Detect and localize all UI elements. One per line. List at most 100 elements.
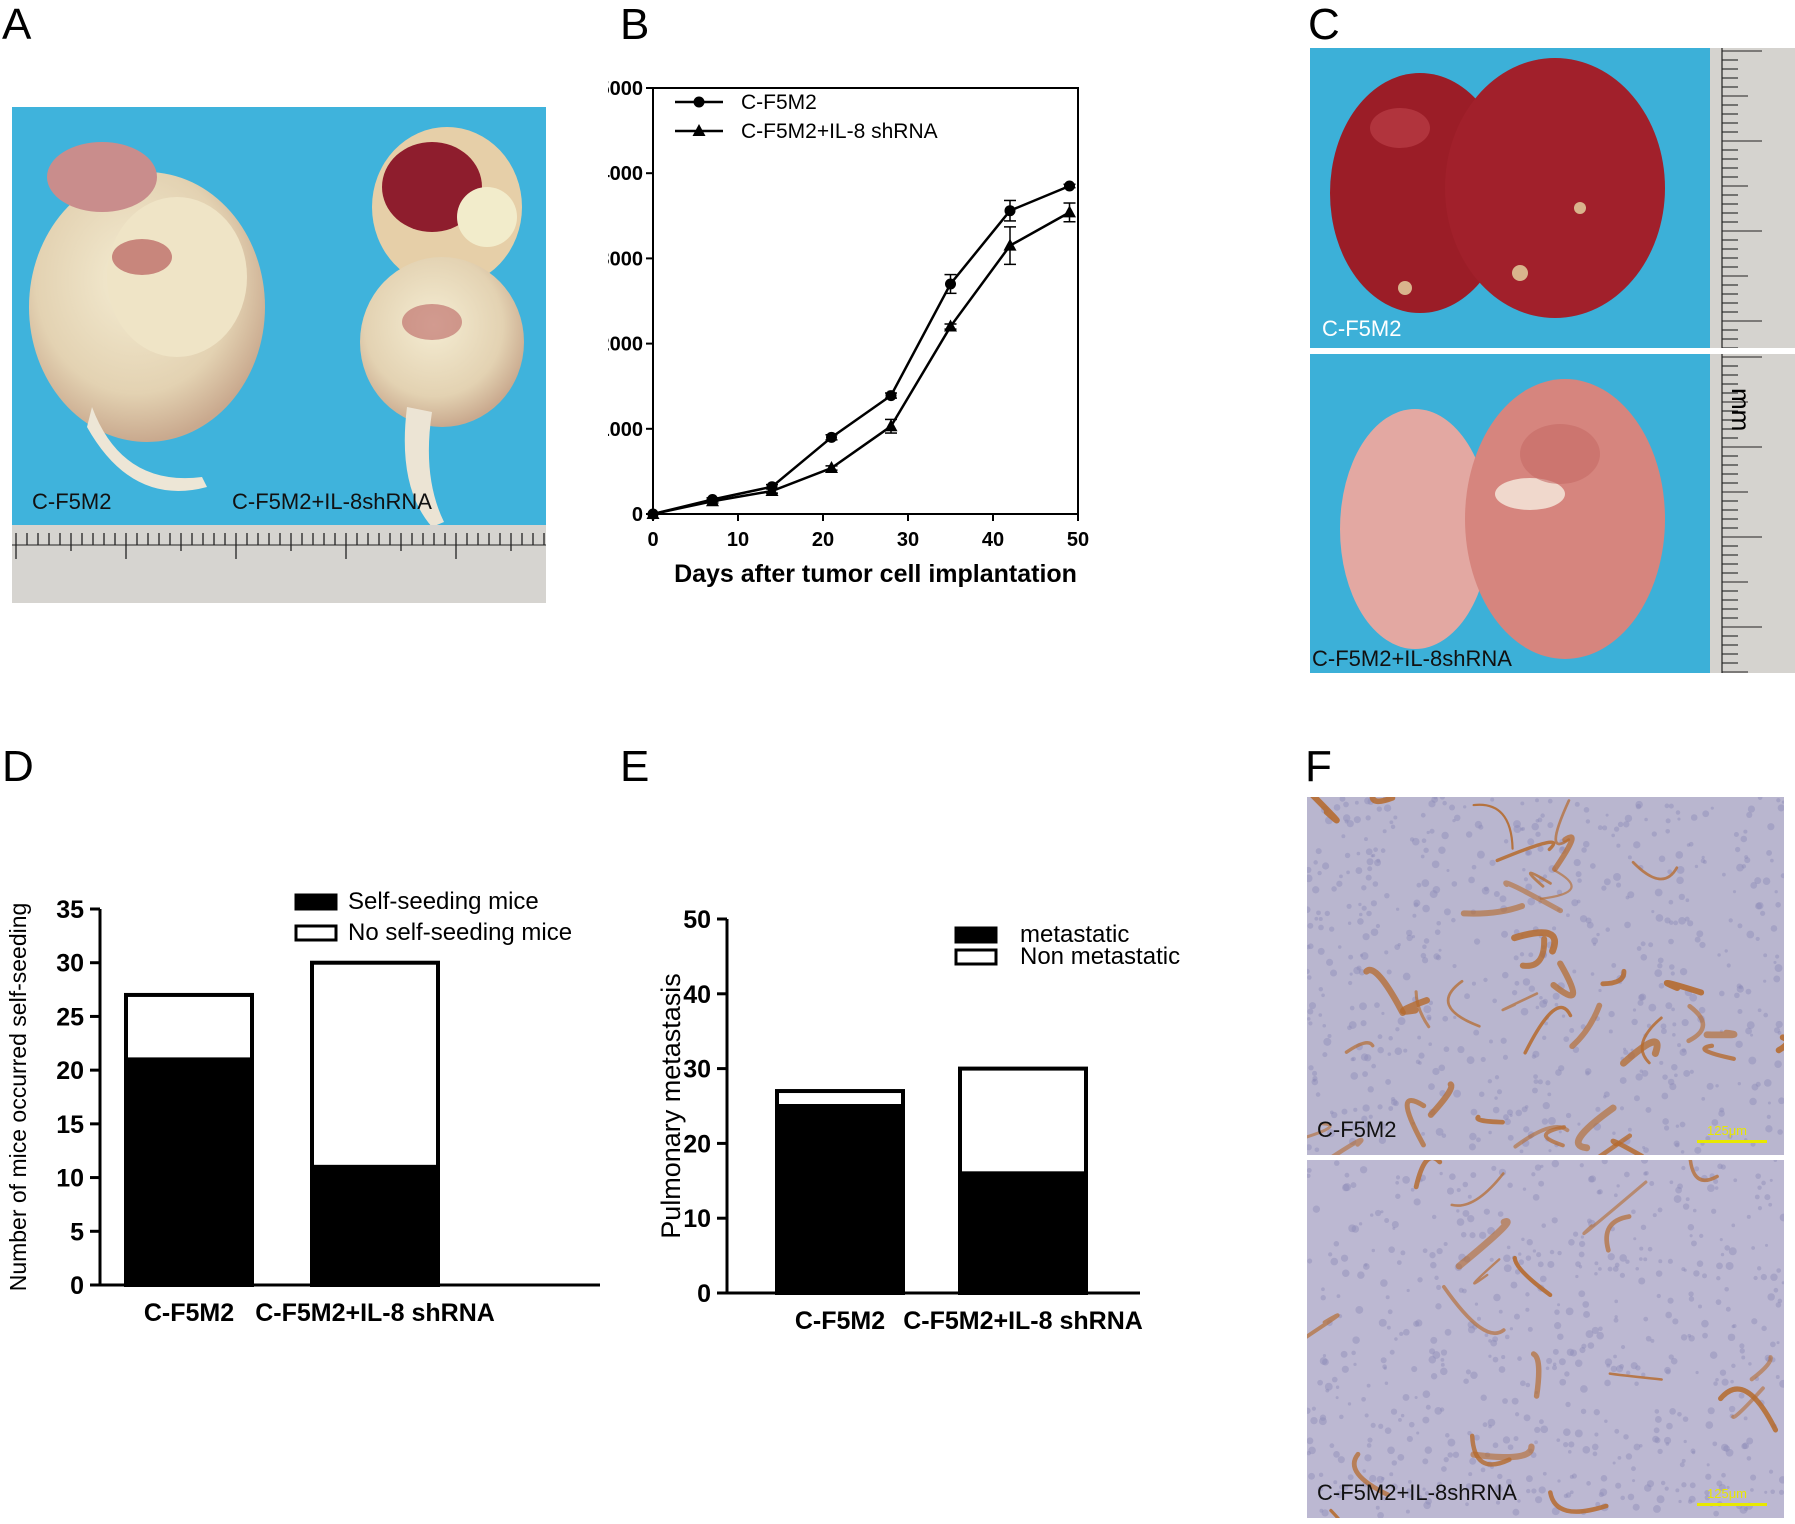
nucleus	[1732, 890, 1737, 894]
nucleus	[1429, 1252, 1436, 1259]
nucleus	[1637, 999, 1644, 1006]
nucleus	[1521, 826, 1526, 831]
nucleus	[1538, 1419, 1544, 1425]
nucleus	[1634, 1381, 1639, 1386]
nucleus	[1526, 849, 1533, 856]
panel-letter-d: D	[2, 742, 34, 791]
nucleus	[1536, 1252, 1542, 1258]
nucleus	[1694, 1166, 1700, 1172]
nucleus	[1676, 865, 1685, 874]
nucleus	[1378, 1423, 1384, 1429]
nucleus	[1724, 949, 1728, 953]
nucleus	[1531, 1054, 1537, 1059]
nucleus	[1664, 917, 1671, 924]
nucleus	[1757, 1185, 1762, 1190]
bar-il8-shrna-open	[310, 960, 440, 1169]
nucleus	[1371, 1063, 1377, 1069]
nucleus	[1539, 1275, 1547, 1283]
nucleus	[1681, 1165, 1686, 1171]
stain-vessel	[1539, 869, 1573, 900]
nucleus	[1719, 1369, 1727, 1376]
nucleus	[1389, 1349, 1395, 1355]
nucleus	[1392, 1226, 1396, 1230]
nucleus	[1668, 938, 1674, 945]
nucleus	[1770, 858, 1774, 863]
nucleus	[1651, 831, 1657, 837]
nucleus	[1336, 1490, 1344, 1499]
chart-e: 0 10 20 30 40 50 Pulmonary metastasis C-F5M2 C-F…	[656, 906, 1180, 1335]
nucleus	[1307, 944, 1311, 950]
nucleus	[1339, 1414, 1344, 1420]
nucleus	[1537, 817, 1543, 823]
nucleus	[1377, 1511, 1384, 1518]
nucleus	[1307, 968, 1310, 975]
nucleus	[1377, 1046, 1384, 1054]
nucleus	[1422, 904, 1430, 913]
nucleus	[1470, 1371, 1478, 1379]
nucleus	[1388, 1106, 1394, 1111]
nucleus	[1456, 1218, 1465, 1226]
panel-c-bottom-photo: C-F5M2+IL-8shRNA mm	[1310, 354, 1795, 673]
nucleus	[1319, 1508, 1324, 1513]
nucleus	[1734, 992, 1740, 999]
nucleus	[1364, 797, 1372, 805]
nucleus	[1502, 1436, 1511, 1444]
nucleus	[1592, 1451, 1598, 1457]
nucleus	[1351, 1350, 1356, 1356]
nucleus	[1775, 1020, 1783, 1028]
nucleus	[1387, 1052, 1392, 1056]
nucleus	[1690, 1448, 1696, 1454]
nucleus	[1489, 1257, 1494, 1262]
stain-vessel	[1470, 1443, 1535, 1461]
legend-swatch	[954, 948, 998, 966]
nucleus	[1307, 1258, 1313, 1264]
data-point	[646, 507, 660, 519]
nucleus	[1693, 1270, 1700, 1277]
nucleus	[1650, 1338, 1655, 1343]
nucleus	[1767, 1293, 1775, 1301]
panel-f-bottom-micrograph: C-F5M2+IL-8shRNA 125μm	[1307, 1160, 1784, 1518]
nucleus	[1563, 1036, 1570, 1043]
nucleus	[1584, 1068, 1592, 1075]
nucleus	[1718, 1483, 1726, 1492]
nucleus	[1643, 1147, 1649, 1153]
nucleus	[1653, 1427, 1660, 1434]
nucleus	[1350, 1072, 1359, 1080]
nucleus	[1420, 854, 1425, 859]
nucleus	[1510, 1281, 1518, 1289]
nucleus	[1664, 803, 1670, 809]
nucleus	[1715, 1084, 1719, 1088]
nucleus	[1677, 1411, 1682, 1417]
nucleus	[1341, 1108, 1348, 1115]
nucleus	[1614, 1262, 1620, 1268]
nucleus	[1673, 1195, 1682, 1203]
nucleus	[1403, 1328, 1410, 1336]
nucleus	[1737, 1082, 1741, 1086]
nucleus	[1425, 1404, 1431, 1410]
nucleus	[1591, 1326, 1599, 1335]
panel-a-tumors	[29, 127, 524, 527]
nucleus	[1354, 800, 1359, 805]
nucleus	[1501, 930, 1509, 938]
nucleus	[1612, 1266, 1619, 1272]
x-tick-label: 50	[1067, 529, 1089, 551]
nucleus	[1545, 1080, 1551, 1086]
nucleus	[1657, 957, 1664, 964]
stain-vessel	[1574, 1104, 1617, 1152]
panel-f-top-scale-label: 125μm	[1707, 1123, 1748, 1138]
nucleus	[1504, 1334, 1510, 1340]
panel-c-top-photo: C-F5M2	[1310, 48, 1795, 348]
nucleus	[1597, 1189, 1603, 1195]
stain-vessel	[1475, 1114, 1505, 1125]
nucleus	[1423, 1005, 1432, 1014]
nucleus	[1451, 881, 1458, 887]
nucleus	[1457, 1046, 1465, 1054]
y-axis-label: Number of mice occurred self-seeding	[5, 903, 31, 1292]
stain-vessel	[1529, 871, 1552, 888]
nucleus	[1362, 933, 1370, 941]
nucleus	[1776, 1268, 1781, 1273]
nucleus	[1633, 1443, 1641, 1451]
nucleus	[1476, 1316, 1482, 1321]
nucleus	[1451, 1489, 1456, 1494]
nucleus	[1324, 1382, 1333, 1391]
